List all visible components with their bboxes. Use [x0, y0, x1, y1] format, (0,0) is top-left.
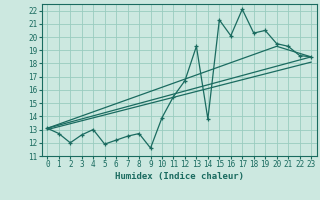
X-axis label: Humidex (Indice chaleur): Humidex (Indice chaleur)	[115, 172, 244, 181]
